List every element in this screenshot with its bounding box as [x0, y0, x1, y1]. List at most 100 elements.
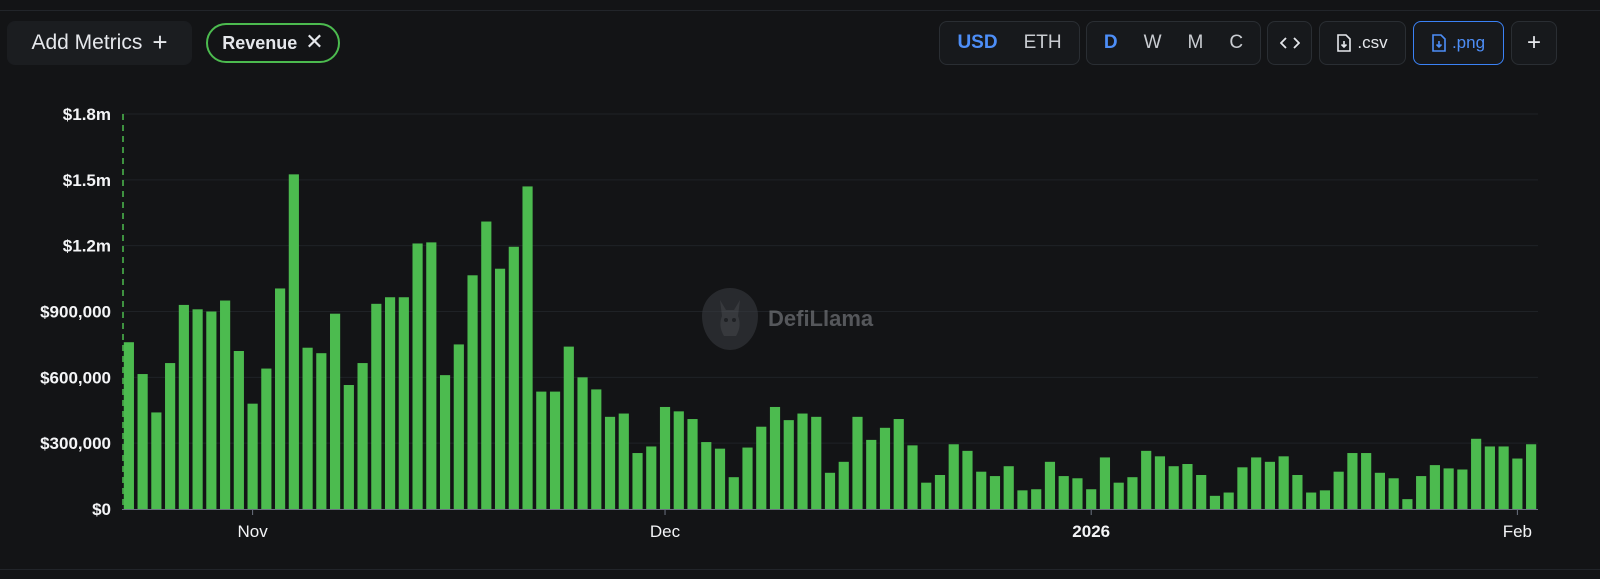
bar[interactable]: [646, 446, 657, 509]
bar[interactable]: [907, 445, 918, 509]
bar[interactable]: [302, 347, 313, 509]
bar[interactable]: [866, 439, 877, 510]
bar[interactable]: [714, 448, 726, 509]
bar[interactable]: [1141, 450, 1152, 509]
download-png-button[interactable]: .png: [1413, 21, 1504, 65]
bar[interactable]: [371, 303, 382, 509]
bar[interactable]: [1361, 453, 1372, 509]
bar[interactable]: [1498, 446, 1509, 509]
bar[interactable]: [811, 416, 822, 509]
currency-option-usd[interactable]: USD: [957, 32, 998, 53]
bar[interactable]: [1017, 490, 1028, 509]
add-chart-button[interactable]: +: [1511, 21, 1557, 65]
bar[interactable]: [1072, 478, 1083, 509]
bar[interactable]: [756, 426, 767, 509]
bar[interactable]: [453, 344, 464, 509]
bar[interactable]: [604, 416, 616, 509]
bar[interactable]: [1416, 476, 1427, 509]
bar[interactable]: [206, 311, 217, 510]
bar[interactable]: [1278, 456, 1289, 509]
bar[interactable]: [1292, 474, 1303, 509]
bar[interactable]: [921, 482, 932, 509]
bar[interactable]: [728, 477, 739, 509]
bar[interactable]: [1127, 477, 1138, 509]
period-option-monthly[interactable]: M: [1187, 32, 1204, 53]
bar[interactable]: [1347, 453, 1358, 509]
bar[interactable]: [261, 368, 272, 509]
bar[interactable]: [522, 186, 533, 510]
bar[interactable]: [769, 406, 781, 509]
bar[interactable]: [288, 174, 299, 509]
add-metrics-button[interactable]: Add Metrics +: [7, 21, 192, 65]
period-option-cumulative[interactable]: C: [1229, 32, 1244, 53]
bar[interactable]: [439, 375, 451, 509]
bar[interactable]: [797, 413, 808, 509]
bar[interactable]: [632, 453, 643, 509]
download-csv-button[interactable]: .csv: [1319, 21, 1406, 65]
bar[interactable]: [467, 275, 478, 509]
bar[interactable]: [220, 300, 231, 509]
bar[interactable]: [838, 461, 849, 509]
bar[interactable]: [948, 444, 959, 509]
bar[interactable]: [549, 391, 561, 509]
bar[interactable]: [1333, 471, 1344, 509]
bar[interactable]: [701, 442, 712, 509]
bar[interactable]: [962, 450, 973, 509]
bar[interactable]: [1374, 472, 1385, 509]
bar[interactable]: [659, 406, 671, 509]
bar[interactable]: [178, 304, 189, 509]
bar[interactable]: [742, 447, 753, 509]
bar[interactable]: [1196, 474, 1207, 509]
bar[interactable]: [618, 413, 629, 509]
bar[interactable]: [893, 419, 904, 509]
bar[interactable]: [1471, 438, 1482, 509]
bar[interactable]: [494, 268, 506, 509]
bar[interactable]: [1086, 489, 1097, 509]
embed-button[interactable]: [1267, 21, 1312, 65]
bar[interactable]: [1003, 466, 1014, 509]
bar[interactable]: [233, 351, 244, 509]
bar[interactable]: [330, 313, 341, 509]
bar[interactable]: [1306, 492, 1317, 509]
bar[interactable]: [357, 363, 368, 509]
bar[interactable]: [1264, 461, 1276, 509]
bar[interactable]: [1402, 499, 1413, 510]
bar[interactable]: [1388, 478, 1399, 509]
bar[interactable]: [1058, 476, 1069, 509]
bar[interactable]: [398, 297, 409, 509]
bar[interactable]: [247, 403, 258, 509]
bar[interactable]: [412, 243, 423, 509]
bar[interactable]: [165, 363, 176, 509]
bar[interactable]: [577, 377, 588, 509]
bar[interactable]: [989, 476, 1001, 509]
bar[interactable]: [1484, 446, 1495, 509]
bar[interactable]: [536, 391, 547, 509]
bar[interactable]: [1099, 457, 1111, 509]
bar[interactable]: [426, 242, 437, 510]
bar[interactable]: [275, 288, 286, 509]
bar[interactable]: [673, 411, 684, 509]
bar[interactable]: [1443, 468, 1454, 509]
bar[interactable]: [824, 472, 836, 509]
metric-chip-revenue[interactable]: Revenue ✕: [206, 23, 340, 63]
bar[interactable]: [976, 471, 987, 509]
bar[interactable]: [852, 416, 863, 509]
bar[interactable]: [384, 297, 396, 509]
bar[interactable]: [316, 353, 327, 509]
bar[interactable]: [1168, 466, 1179, 509]
bar[interactable]: [481, 221, 492, 509]
period-option-daily[interactable]: D: [1103, 32, 1118, 53]
bar[interactable]: [137, 374, 148, 509]
bar[interactable]: [879, 427, 891, 509]
bar[interactable]: [1526, 444, 1537, 509]
bar[interactable]: [687, 419, 698, 509]
bar[interactable]: [1031, 489, 1042, 509]
bar[interactable]: [192, 309, 203, 509]
currency-option-eth[interactable]: ETH: [1023, 32, 1062, 53]
bar[interactable]: [1251, 457, 1262, 509]
bar[interactable]: [1457, 469, 1468, 510]
close-icon[interactable]: ✕: [305, 29, 324, 54]
bar[interactable]: [123, 342, 134, 509]
bar[interactable]: [1209, 495, 1221, 509]
bar[interactable]: [343, 385, 354, 509]
